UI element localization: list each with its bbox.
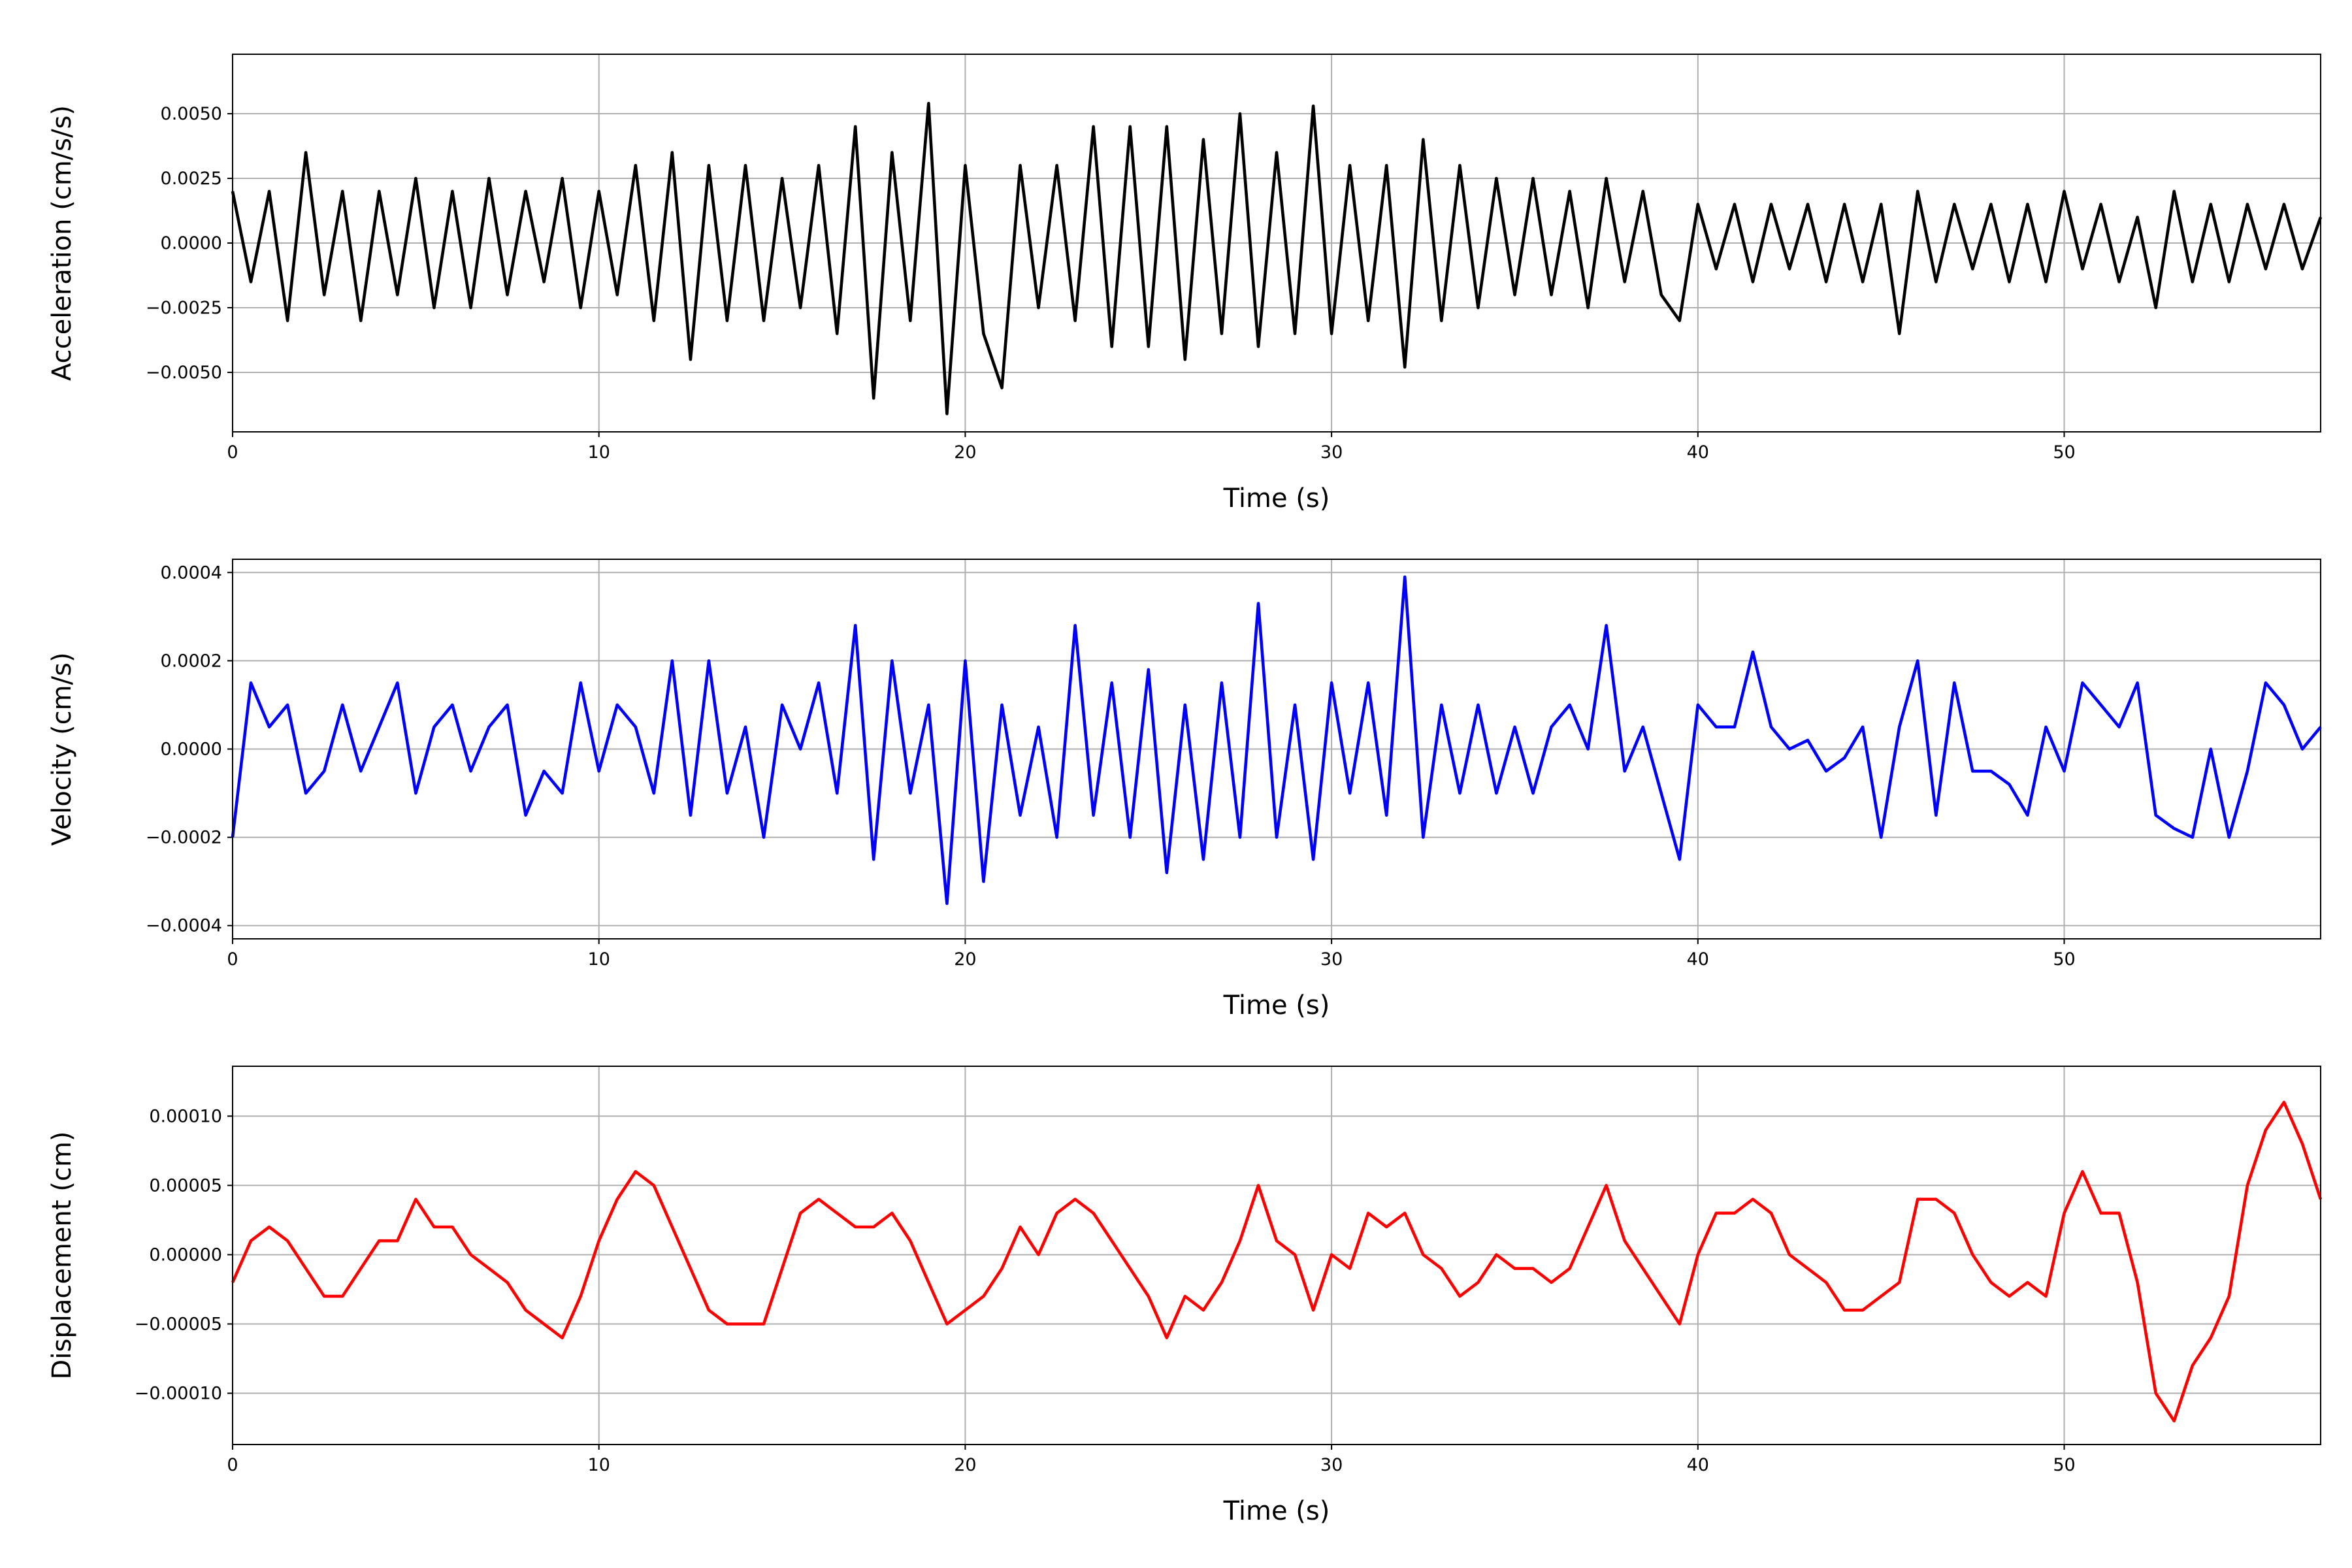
x-tick-label: 50 [2053, 949, 2075, 970]
y-tick-label: 0.00000 [149, 1245, 222, 1265]
y-tick-label: 0.0004 [161, 563, 222, 583]
x-tick-label: 0 [227, 949, 238, 970]
x-tick-label: 30 [1320, 949, 1343, 970]
x-axis-label: Time (s) [1223, 1496, 1330, 1526]
y-tick-label: 0.0025 [161, 169, 222, 189]
x-tick-label: 50 [2053, 442, 2075, 463]
x-tick-label: 20 [954, 1455, 976, 1475]
y-tick-label: 0.00005 [149, 1175, 222, 1196]
y-axis-label: Velocity (cm/s) [47, 652, 77, 845]
x-tick-label: 40 [1687, 1455, 1709, 1475]
x-axis-label: Time (s) [1223, 990, 1330, 1021]
plot-frame [232, 54, 2321, 433]
data-line [231, 101, 2323, 416]
x-tick-label: 20 [954, 442, 976, 463]
y-axis-label: Displacement (cm) [47, 1132, 77, 1380]
x-tick-label: 10 [588, 442, 610, 463]
x-tick-label: 50 [2053, 1455, 2075, 1475]
x-tick-label: 40 [1687, 949, 1709, 970]
x-tick-label: 40 [1687, 442, 1709, 463]
x-tick-label: 30 [1320, 442, 1343, 463]
y-tick-label: −0.0004 [146, 916, 222, 936]
y-tick-label: −0.0025 [146, 298, 222, 318]
data-line [231, 1100, 2323, 1423]
x-tick-label: 0 [227, 1455, 238, 1475]
x-tick-label: 0 [227, 442, 238, 463]
x-tick-label: 20 [954, 949, 976, 970]
y-tick-label: 0.0000 [161, 740, 222, 760]
y-tick-label: −0.00005 [135, 1314, 222, 1334]
y-tick-label: 0.00010 [149, 1106, 222, 1126]
y-tick-label: −0.00010 [135, 1384, 222, 1404]
data-line [231, 575, 2322, 906]
x-tick-label: 10 [588, 949, 610, 970]
y-tick-label: 0.0002 [161, 651, 222, 671]
plot-frame [232, 1066, 2321, 1445]
y-tick-label: −0.0050 [146, 363, 222, 383]
x-tick-label: 30 [1320, 1455, 1343, 1475]
y-tick-label: −0.0002 [146, 828, 222, 848]
y-axis-label: Acceleration (cm/s/s) [47, 105, 77, 381]
x-tick-label: 10 [588, 1455, 610, 1475]
x-axis-label: Time (s) [1223, 483, 1330, 514]
plot-frame [232, 559, 2321, 939]
y-tick-label: 0.0050 [161, 104, 222, 124]
y-tick-label: 0.0000 [161, 233, 222, 253]
